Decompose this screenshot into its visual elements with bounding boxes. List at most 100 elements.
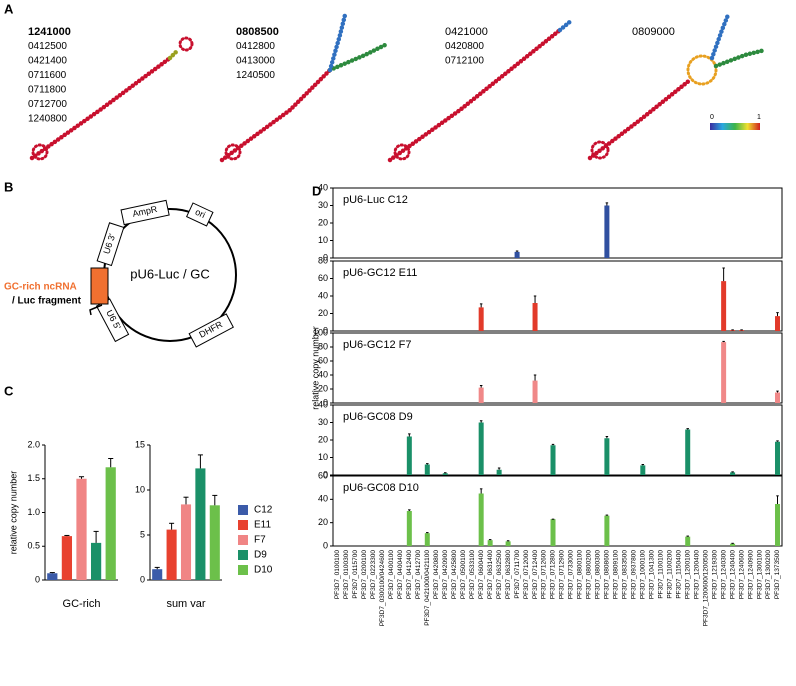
x-tick-label: PF3D7_0412400 bbox=[406, 550, 413, 600]
legend-label: D9 bbox=[254, 550, 267, 561]
structure-label: 1240800 bbox=[28, 114, 67, 125]
y-tick-label: 40 bbox=[318, 369, 328, 379]
x-tick-label: PF3D7_0712600 bbox=[541, 550, 548, 600]
x-tick-label: PF3D7_0200100 bbox=[361, 550, 368, 600]
bar bbox=[180, 504, 192, 580]
x-tick-label: PF3D7_0421000/0421100 bbox=[424, 550, 431, 626]
bar bbox=[47, 573, 58, 580]
y-tick-label: 20 bbox=[318, 308, 328, 318]
x-tick-label: PF3D7_0712900 bbox=[559, 550, 566, 600]
structure-label: 0421400 bbox=[28, 56, 67, 67]
panel-label: A bbox=[4, 1, 14, 16]
bar bbox=[478, 307, 484, 331]
x-tick-label: PF3D7_0800200 bbox=[586, 550, 593, 600]
x-axis-label: sum var bbox=[166, 598, 205, 610]
x-tick-label: PF3D7_0712800 bbox=[550, 550, 557, 600]
feature-box bbox=[188, 313, 234, 348]
y-tick-label: 20 bbox=[318, 383, 328, 393]
bar bbox=[478, 493, 484, 546]
legend-swatch bbox=[238, 565, 248, 575]
y-tick-label: 100 bbox=[313, 327, 328, 337]
x-tick-label: PF3D7_0100100 bbox=[334, 550, 341, 600]
y-tick-label: 80 bbox=[318, 341, 328, 351]
y-tick-label: 2.0 bbox=[27, 439, 40, 449]
x-tick-label: PF3D7_0712400 bbox=[532, 550, 539, 600]
y-tick-label: 60 bbox=[318, 355, 328, 365]
panel-title: pU6-Luc C12 bbox=[343, 194, 408, 206]
bar bbox=[532, 303, 538, 331]
legend-swatch bbox=[238, 550, 248, 560]
insert-box bbox=[90, 267, 109, 305]
bar bbox=[685, 429, 691, 475]
x-tick-label: PF3D7_0808600 bbox=[604, 550, 611, 600]
x-tick-label: PF3D7_1200600/1200500 bbox=[702, 550, 709, 627]
x-tick-label: PF3D7_0400400 bbox=[397, 550, 404, 600]
y-tick-label: 10 bbox=[318, 235, 328, 245]
panel-label: B bbox=[4, 179, 13, 194]
y-tick-label: 30 bbox=[318, 417, 328, 427]
bar bbox=[739, 330, 745, 331]
y-tick-label: 0.5 bbox=[27, 541, 40, 551]
y-tick-label: 20 bbox=[318, 517, 328, 527]
y-tick-label: 0 bbox=[323, 469, 328, 479]
insert-bracket bbox=[89, 304, 103, 316]
legend-swatch bbox=[238, 520, 248, 530]
bar bbox=[209, 505, 220, 580]
bar bbox=[478, 422, 484, 475]
y-tick-label: 40 bbox=[318, 494, 328, 504]
structure-label: 0412800 bbox=[236, 41, 275, 52]
x-tick-label: PF3D7_0420800 bbox=[433, 550, 440, 600]
x-tick-label: PF3D7_1100100 bbox=[657, 550, 664, 599]
structure-label: 0420800 bbox=[445, 41, 484, 52]
bar bbox=[730, 543, 736, 546]
colorbar-min: 0 bbox=[710, 114, 714, 121]
rna-stem bbox=[557, 17, 575, 33]
y-tick-label: 60 bbox=[318, 273, 328, 283]
y-tick-label: 60 bbox=[318, 470, 328, 480]
x-tick-label: PF3D7_0412700 bbox=[415, 550, 422, 600]
bar bbox=[166, 529, 177, 580]
y-tick-label: 20 bbox=[318, 434, 328, 444]
x-tick-label: PF3D7_1300100 bbox=[756, 550, 763, 600]
structure-label: 0421000 bbox=[445, 26, 488, 38]
y-tick-label: 0 bbox=[323, 252, 328, 262]
x-tick-label: PF3D7_1150400 bbox=[675, 550, 682, 599]
rna-loop bbox=[178, 36, 194, 52]
x-tick-label: PF3D7_1219300 bbox=[711, 550, 718, 600]
bar bbox=[487, 540, 493, 546]
x-tick-label: PF3D7_0500100 bbox=[460, 550, 467, 600]
x-tick-label: PF3D7_1041300 bbox=[649, 550, 656, 600]
bar bbox=[424, 464, 430, 475]
x-tick-label: PF3D7_1200400 bbox=[693, 550, 700, 600]
legend-label: E11 bbox=[254, 520, 271, 531]
y-tick-label: 40 bbox=[318, 290, 328, 300]
bar bbox=[90, 542, 102, 580]
structure-label: 1240500 bbox=[236, 70, 275, 81]
rna-stem bbox=[387, 27, 563, 163]
bar bbox=[775, 316, 781, 331]
y-tick-label: 30 bbox=[318, 200, 328, 210]
bar bbox=[775, 504, 781, 546]
y-tick-label: 0 bbox=[35, 574, 40, 584]
rna-stem bbox=[29, 55, 173, 161]
legend-label: F7 bbox=[254, 535, 266, 546]
structure-label: 0413000 bbox=[236, 56, 275, 67]
rna-loop bbox=[31, 143, 49, 161]
x-tick-label: PF3D7_0420900 bbox=[442, 550, 449, 600]
legend-label: C12 bbox=[254, 505, 273, 516]
x-tick-label: PF3D7_0937800 bbox=[631, 550, 638, 600]
bar bbox=[406, 511, 412, 546]
y-tick-label: 40 bbox=[318, 399, 328, 409]
bar bbox=[721, 342, 727, 403]
y-tick-label: 5 bbox=[140, 529, 145, 539]
structure-label: 0711600 bbox=[28, 70, 67, 81]
y-axis-label: relative copy number bbox=[310, 326, 320, 410]
x-tick-label: PF3D7_1240600 bbox=[738, 550, 745, 600]
x-tick-label: PF3D7_1373500 bbox=[774, 550, 781, 600]
x-tick-label: PF3D7_0712000 bbox=[523, 550, 530, 600]
bar bbox=[685, 536, 691, 546]
bar bbox=[532, 380, 538, 403]
x-tick-label: PF3D7_1100200 bbox=[666, 550, 673, 599]
bar bbox=[550, 445, 556, 475]
